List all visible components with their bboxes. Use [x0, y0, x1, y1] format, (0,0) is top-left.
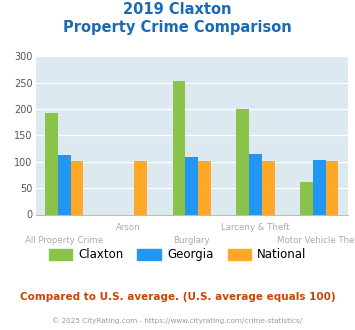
Text: Property Crime Comparison: Property Crime Comparison [63, 20, 292, 35]
Text: Arson: Arson [116, 223, 140, 232]
Text: 2019 Claxton: 2019 Claxton [123, 2, 232, 16]
Bar [185, 157, 198, 214]
Text: Burglary: Burglary [173, 236, 210, 245]
Bar [134, 161, 147, 214]
Text: All Property Crime: All Property Crime [25, 236, 103, 245]
Text: Motor Vehicle Theft: Motor Vehicle Theft [277, 236, 355, 245]
Bar [236, 109, 249, 214]
Bar [313, 160, 326, 214]
Text: Larceny & Theft: Larceny & Theft [221, 223, 290, 232]
Text: Compared to U.S. average. (U.S. average equals 100): Compared to U.S. average. (U.S. average … [20, 292, 335, 302]
Bar [173, 82, 185, 214]
Bar [249, 154, 262, 214]
Bar [262, 161, 274, 214]
Bar [326, 161, 338, 214]
Bar [198, 161, 211, 214]
Text: © 2025 CityRating.com - https://www.cityrating.com/crime-statistics/: © 2025 CityRating.com - https://www.city… [53, 317, 302, 324]
Bar [300, 182, 313, 214]
Bar [71, 161, 83, 214]
Bar [58, 155, 71, 214]
Bar [45, 113, 58, 214]
Legend: Claxton, Georgia, National: Claxton, Georgia, National [44, 244, 311, 266]
